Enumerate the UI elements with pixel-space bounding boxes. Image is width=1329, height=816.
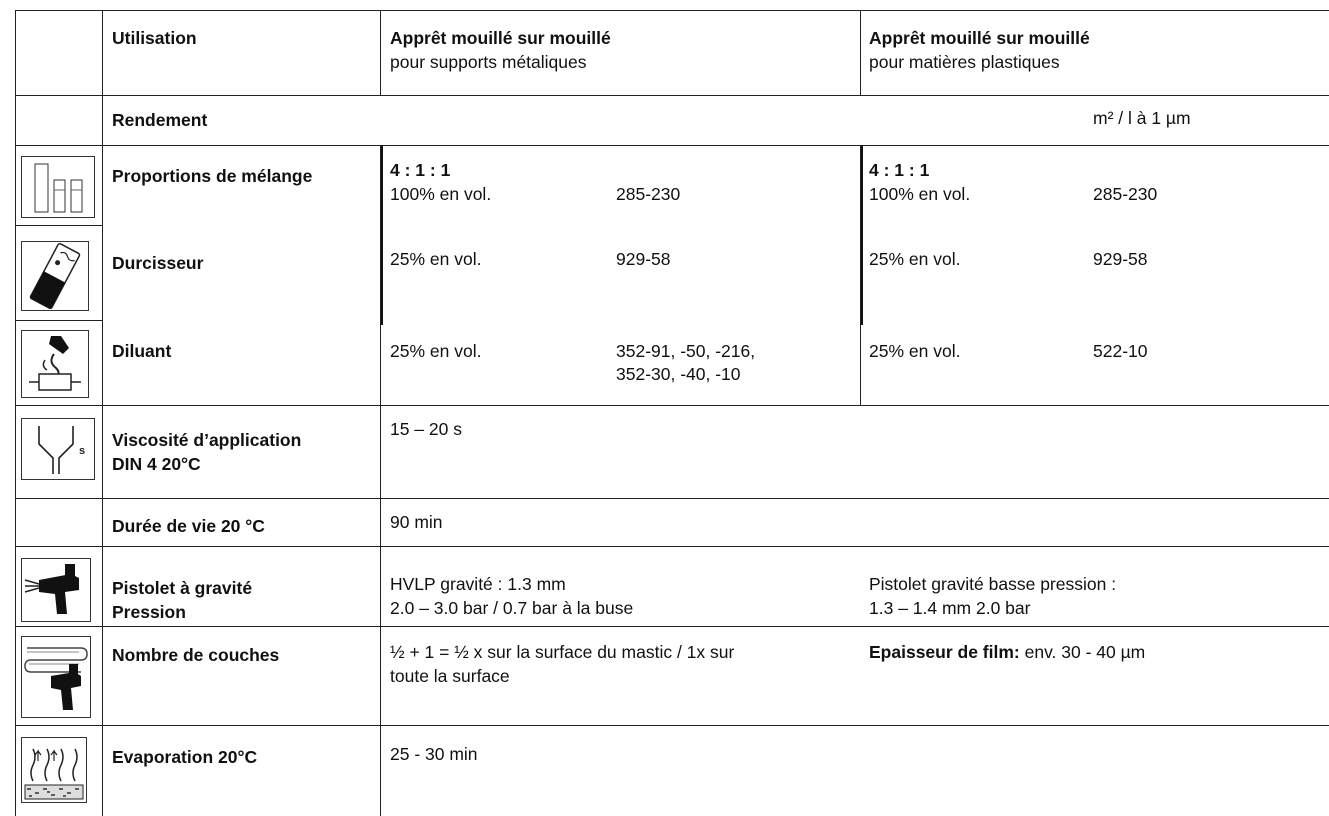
thinner-pour-icon <box>21 330 89 398</box>
couches-film: Epaisseur de film: env. 30 - 40 µm <box>869 641 1145 663</box>
pistolet-col2-line1: Pistolet gravité basse pression : <box>869 574 1117 594</box>
melange-col2-ref: 285-230 <box>1093 184 1158 204</box>
rendement-unit: m² / l à 1 µm <box>1093 108 1191 128</box>
col1-subtitle: pour supports métaliques <box>390 52 587 72</box>
melange-col2-ratio: 4 : 1 : 1 <box>869 160 930 180</box>
grid-line <box>15 225 103 226</box>
viscosite-value: 15 – 20 s <box>390 419 462 439</box>
grid-line <box>15 725 1329 726</box>
film-thickness-label: Epaisseur de film: <box>869 642 1020 662</box>
diluant-col1-ref-line2: 352-30, -40, -10 <box>616 364 741 384</box>
durcisseur-col2-ref: 929-58 <box>1093 249 1148 269</box>
col2-title: Apprêt mouillé sur mouillé <box>869 28 1090 48</box>
grid-line <box>15 10 1329 11</box>
melange-col2-volume: 100% en vol. <box>869 184 971 204</box>
melange-col1-volume: 100% en vol. <box>390 184 492 204</box>
grid-line <box>102 10 103 816</box>
grid-line <box>15 405 1329 406</box>
melange-col1-ratio: 4 : 1 : 1 <box>390 160 451 180</box>
spray-coats-icon <box>21 636 91 718</box>
grid-line <box>381 145 383 325</box>
evaporation-value: 25 - 30 min <box>390 744 478 764</box>
grid-line <box>860 10 861 95</box>
durcisseur-col2-volume: 25% en vol. <box>869 249 961 269</box>
evaporation-icon <box>21 737 87 803</box>
diluant-col2-ref: 522-10 <box>1093 341 1148 361</box>
utilisation-label: Utilisation <box>112 28 197 48</box>
pistolet-label-line2: Pression <box>112 602 186 622</box>
duree-value: 90 min <box>390 512 443 532</box>
pistolet-col1-line2: 2.0 – 3.0 bar / 0.7 bar à la buse <box>390 598 634 618</box>
viscosite-label-line1: Viscosité d’application <box>112 430 302 450</box>
mixing-ratio-icon <box>21 156 95 218</box>
hardener-can-icon <box>21 241 89 311</box>
rendement-label: Rendement <box>112 110 208 130</box>
pistolet-col2-line2: 1.3 – 1.4 mm 2.0 bar <box>869 598 1031 618</box>
grid-line <box>380 145 381 816</box>
grid-line <box>15 320 103 321</box>
grid-line <box>380 10 381 95</box>
grid-line <box>15 626 1329 627</box>
durcisseur-col1-ref: 929-58 <box>616 249 671 269</box>
durcisseur-col1-volume: 25% en vol. <box>390 249 482 269</box>
couches-col1-line1: ½ + 1 = ½ x sur la surface du mastic / 1… <box>390 642 735 662</box>
col1-title: Apprêt mouillé sur mouillé <box>390 28 611 48</box>
grid-line <box>15 498 1329 499</box>
grid-line <box>860 145 861 405</box>
couches-label: Nombre de couches <box>112 645 280 665</box>
svg-text:s: s <box>79 445 85 457</box>
duree-label: Durée de vie 20 °C <box>112 516 265 536</box>
viscosity-cup-icon: s <box>21 418 95 480</box>
melange-col1-ref: 285-230 <box>616 184 681 204</box>
diluant-col1-volume: 25% en vol. <box>390 341 482 361</box>
film-thickness-value: env. 30 - 40 µm <box>1019 642 1146 662</box>
viscosite-label-line2: DIN 4 20°C <box>112 454 201 474</box>
spray-gun-icon <box>21 558 91 622</box>
couches-col1-line2: toute la surface <box>390 666 510 686</box>
diluant-col1-ref-line1: 352-91, -50, -216, <box>616 341 756 361</box>
grid-line <box>861 145 863 325</box>
diluant-col2-volume: 25% en vol. <box>869 341 961 361</box>
grid-line <box>15 546 1329 547</box>
durcisseur-label: Durcisseur <box>112 253 204 273</box>
diluant-label: Diluant <box>112 341 172 361</box>
grid-line <box>15 95 1329 96</box>
col2-subtitle: pour matières plastiques <box>869 52 1060 72</box>
pistolet-col1-line1: HVLP gravité : 1.3 mm <box>390 574 566 594</box>
pistolet-label-line1: Pistolet à gravité <box>112 578 253 598</box>
melange-label: Proportions de mélange <box>112 166 313 186</box>
grid-line <box>15 10 16 816</box>
evaporation-label: Evaporation 20°C <box>112 747 258 767</box>
grid-line <box>15 145 1329 146</box>
